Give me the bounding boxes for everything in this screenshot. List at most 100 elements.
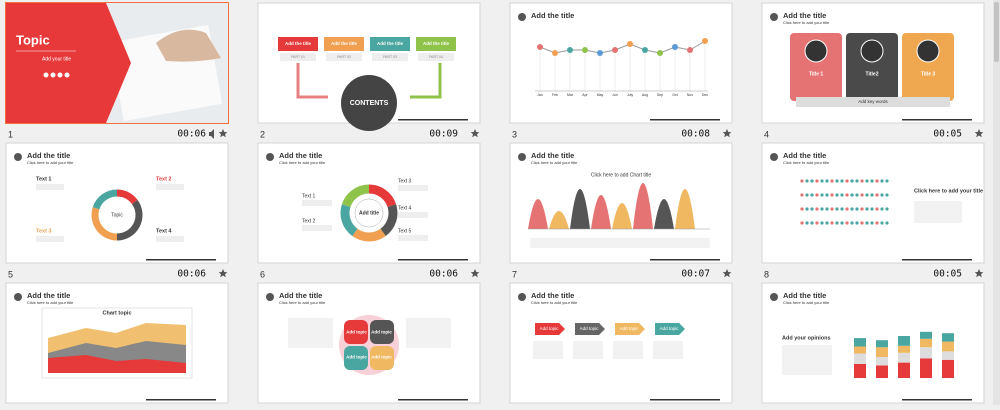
text-lines <box>302 225 332 231</box>
person <box>840 221 844 225</box>
person <box>840 179 844 183</box>
star-icon[interactable] <box>974 129 984 138</box>
text-lines <box>36 184 64 190</box>
ring <box>340 204 358 237</box>
slide-text: 7 <box>512 269 517 279</box>
footer-bar <box>650 259 720 261</box>
person <box>835 179 839 183</box>
slide-text: Click here to add your title <box>914 188 983 194</box>
slide-text: CONTENTS <box>350 100 389 107</box>
person <box>865 179 869 183</box>
slide-text: Click here to add your title <box>279 160 326 165</box>
person <box>800 193 804 197</box>
bar-segment <box>854 338 866 347</box>
bar-segment <box>942 341 954 352</box>
slide-thumbnail[interactable]: Topic Add your title 1 00:06 <box>5 2 229 140</box>
person <box>855 221 859 225</box>
slide-text: PART 02 <box>337 55 351 59</box>
bar-segment <box>876 347 888 357</box>
star-icon[interactable] <box>722 269 732 278</box>
slide-text: Add the title <box>783 151 826 160</box>
slide-text: Add the title <box>279 151 322 160</box>
person <box>840 193 844 197</box>
arrow <box>615 323 645 335</box>
person <box>865 221 869 225</box>
slide-text: Add title <box>359 210 379 216</box>
arrow <box>655 323 685 335</box>
text-lines <box>302 200 332 206</box>
slide-text: 5 <box>8 269 13 279</box>
star-icon[interactable] <box>722 129 732 138</box>
slide-text: Add the title <box>279 291 322 300</box>
bar-segment <box>920 347 932 359</box>
hill <box>570 189 590 229</box>
slide-text: Nov <box>687 93 693 97</box>
title-icon <box>770 13 778 21</box>
slide-text: Mar <box>567 93 574 97</box>
slide-text: 00:06 <box>177 129 206 140</box>
person <box>860 221 864 225</box>
slide-text: Add the title <box>27 151 70 160</box>
slide-text: Jun <box>612 93 618 97</box>
ring <box>116 200 143 241</box>
part-box <box>370 37 410 51</box>
point <box>702 38 708 44</box>
person <box>830 221 834 225</box>
person <box>870 193 874 197</box>
person <box>845 179 849 183</box>
star-icon[interactable] <box>218 129 228 138</box>
title-icon <box>518 153 526 161</box>
thumb-bg <box>509 2 733 124</box>
person <box>810 193 814 197</box>
slide-text: Title2 <box>866 71 879 77</box>
star-icon[interactable] <box>470 129 480 138</box>
bar-segment <box>876 357 888 366</box>
star-icon[interactable] <box>470 269 480 278</box>
slide-text: Add topic <box>346 355 367 360</box>
slide-text: Add topic <box>620 326 640 331</box>
slide-text: Add topic <box>346 330 367 335</box>
slide-thumbnail[interactable]: Add the title Click here to add your titl… <box>761 142 985 280</box>
slide-text: Add the title <box>423 41 449 46</box>
ring <box>352 228 386 242</box>
center <box>354 198 384 228</box>
ring <box>341 184 370 208</box>
bar-segment <box>920 338 932 348</box>
point <box>687 47 693 53</box>
audio-icon <box>209 129 214 139</box>
slide-text: 00:06 <box>177 269 206 280</box>
text-lines <box>398 185 428 191</box>
star-icon[interactable] <box>974 269 984 278</box>
slide-thumbnail[interactable]: Add the title Jan Feb Mar Apr May Jun July Aug Se… <box>509 2 733 140</box>
slide-text: 8 <box>764 269 769 279</box>
scrollbar[interactable] <box>993 0 1000 405</box>
star-icon[interactable] <box>218 269 228 278</box>
scroll-thumb[interactable] <box>994 2 999 62</box>
footer-bar <box>398 399 468 401</box>
slide-text: Text 2 <box>302 218 316 224</box>
slide-text: Click here to add your title <box>783 300 830 305</box>
panel <box>846 33 898 101</box>
person <box>820 193 824 197</box>
slide-thumbnail[interactable]: Add the title PART 01 Add the title PART 02… <box>257 2 481 140</box>
social-icon <box>50 72 56 78</box>
person <box>830 207 834 211</box>
person <box>865 193 869 197</box>
social-icon <box>43 72 49 78</box>
person <box>845 221 849 225</box>
point <box>612 47 618 53</box>
slide-text: PART 01 <box>291 55 305 59</box>
person <box>855 193 859 197</box>
slide-text: Text 4 <box>156 228 172 234</box>
point <box>537 44 543 50</box>
hill <box>549 211 569 229</box>
point <box>657 50 663 56</box>
